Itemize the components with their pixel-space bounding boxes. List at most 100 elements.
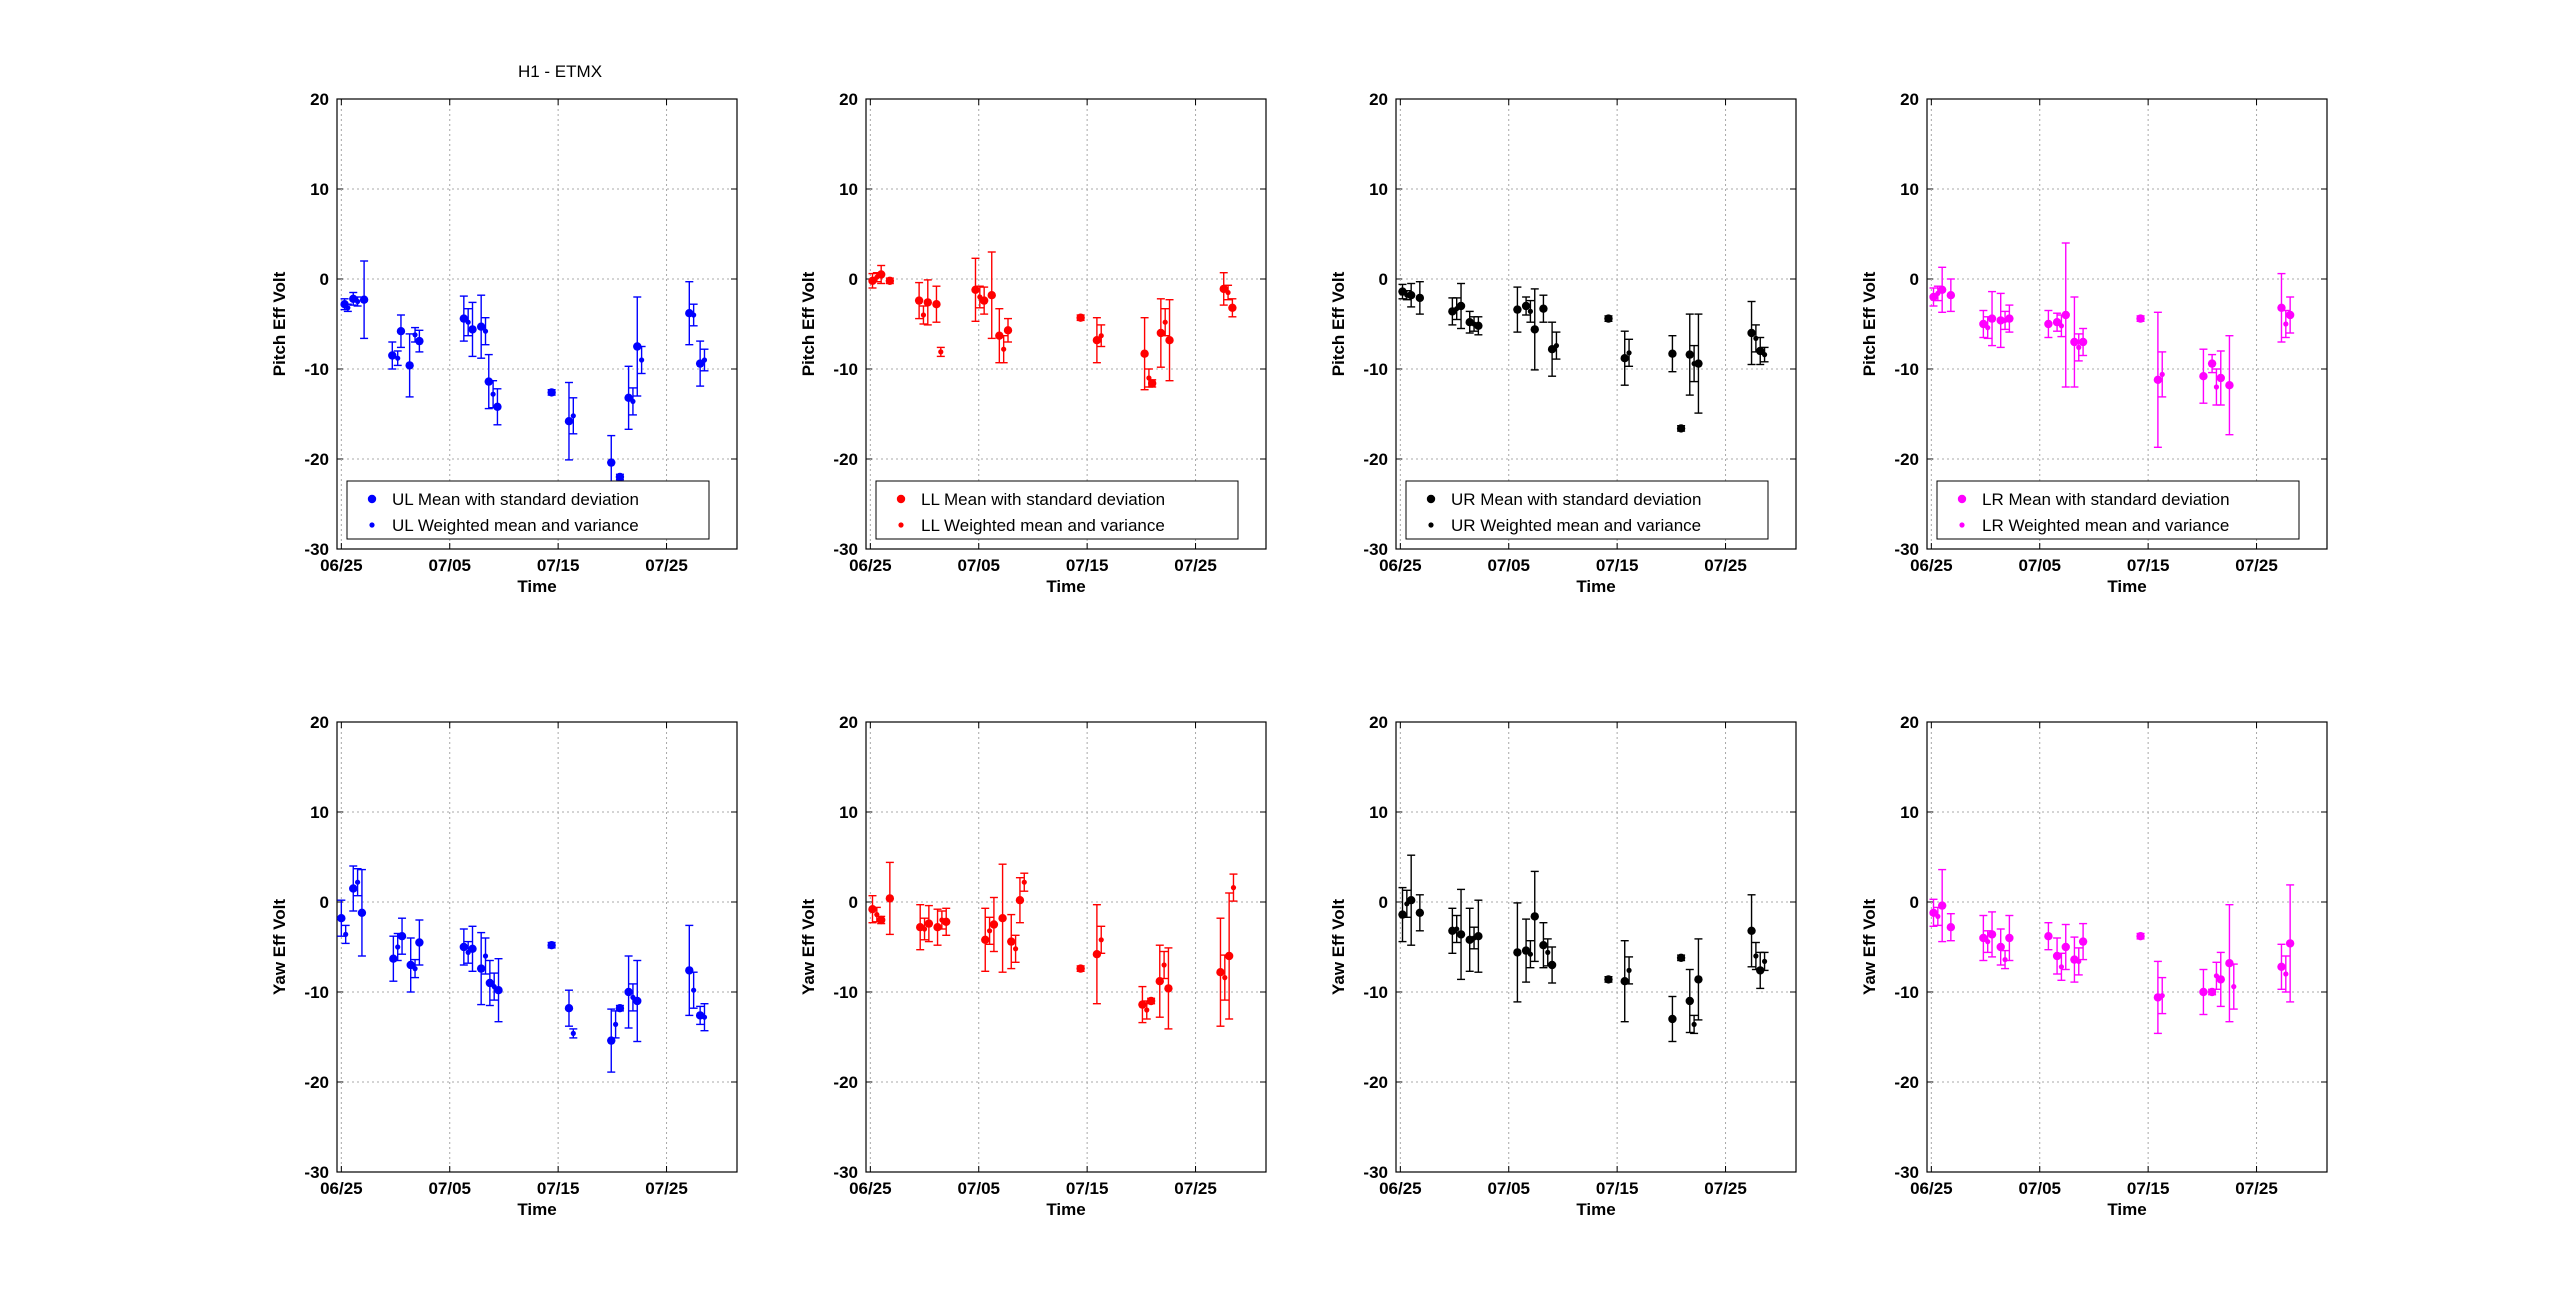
legend-box <box>1405 480 1769 540</box>
series-1 <box>1933 285 2290 406</box>
y-tick-label: -30 <box>1363 1163 1388 1182</box>
y-tick-label: -20 <box>1363 1073 1388 1092</box>
data-point <box>1021 879 1027 885</box>
y-tick-label: 0 <box>849 270 858 289</box>
data-point <box>1987 930 1997 939</box>
data-point <box>1222 975 1228 981</box>
x-tick-label: 07/25 <box>1174 556 1217 575</box>
data-point <box>1694 975 1703 984</box>
data-point <box>2159 993 2165 999</box>
data-point <box>933 923 942 932</box>
subplot-bottom-2: -30 -20 -10 0 10 20 06/25 07/05 07/15 07/25 Time Ya… <box>799 713 1267 1219</box>
x-axis-label: Time <box>517 577 556 596</box>
data-point <box>415 938 424 947</box>
data-point <box>1530 325 1539 334</box>
data-point <box>1454 926 1460 932</box>
data-point <box>1545 949 1551 956</box>
data-point <box>1513 305 1522 314</box>
data-point <box>2199 987 2208 997</box>
data-point <box>874 912 880 918</box>
data-point <box>459 314 469 323</box>
data-point <box>987 291 996 300</box>
y-tick-label: 10 <box>839 803 858 822</box>
y-tick-label: -30 <box>833 1163 858 1182</box>
y-tick-label: 20 <box>839 90 858 109</box>
data-point <box>1092 336 1102 345</box>
data-point <box>1098 333 1104 339</box>
data-point <box>1092 950 1102 959</box>
y-tick-label: -30 <box>1363 540 1388 559</box>
y-tick-label: 0 <box>320 893 329 912</box>
x-tick-label: 07/15 <box>1066 556 1109 575</box>
y-tick-label: -20 <box>304 1073 329 1092</box>
data-point <box>1216 968 1225 977</box>
data-point <box>388 351 397 360</box>
y-axis-label: Yaw Eff Volt <box>1860 899 1879 995</box>
data-point <box>2052 318 2062 327</box>
x-tick-label: 07/05 <box>957 1179 1000 1198</box>
y-tick-label: -10 <box>1894 983 1919 1002</box>
data-point <box>465 949 471 956</box>
data-point <box>1985 325 1991 331</box>
data-point <box>2002 317 2008 323</box>
data-point <box>1937 901 1947 910</box>
data-point <box>2002 957 2008 963</box>
data-point <box>1230 885 1237 891</box>
axes-box <box>1926 98 2328 550</box>
axes-box <box>336 98 738 550</box>
y-tick-label: -10 <box>1894 360 1919 379</box>
x-tick-label: 07/15 <box>1596 556 1639 575</box>
series-0 <box>1398 854 1765 1043</box>
data-point <box>1146 375 1152 381</box>
y-tick-label: -10 <box>1363 983 1388 1002</box>
x-tick-label: 07/15 <box>2127 1179 2170 1198</box>
data-point <box>1985 939 1991 945</box>
data-point <box>1012 946 1019 952</box>
data-point <box>1620 354 1629 363</box>
y-axis-label: Pitch Eff Volt <box>799 271 818 376</box>
series-1 <box>343 296 709 435</box>
subplot-bottom-1: -30 -20 -10 0 10 20 06/25 07/05 07/15 07/25 Time Ya… <box>270 713 738 1219</box>
data-point <box>2076 958 2082 965</box>
legend-marker <box>898 522 904 528</box>
subplot-bottom-4: -30 -20 -10 0 10 20 06/25 07/05 07/15 07/25 Time Ya… <box>1860 713 2328 1219</box>
x-tick-label: 07/25 <box>645 556 688 575</box>
data-point <box>1398 287 1407 296</box>
x-axis-label: Time <box>2107 577 2146 596</box>
data-point <box>2285 939 2295 948</box>
data-point <box>359 295 369 304</box>
data-point <box>921 926 928 932</box>
data-point <box>1747 328 1756 338</box>
data-point <box>1219 284 1228 294</box>
data-point <box>2225 959 2234 968</box>
data-point <box>2199 372 2208 381</box>
data-point <box>1415 908 1425 917</box>
x-tick-label: 07/05 <box>2018 556 2061 575</box>
x-tick-label: 07/05 <box>428 1179 471 1198</box>
data-point <box>490 391 496 397</box>
subplot-top-1: -30 -20 -10 0 10 20 06/25 07/05 07/15 07/25 Time Pi… <box>270 90 738 596</box>
y-axis-label: Yaw Eff Volt <box>799 899 818 995</box>
legend: LL Mean with standard deviation LL Weight… <box>875 480 1239 540</box>
data-point <box>633 996 642 1006</box>
data-point <box>389 954 398 963</box>
data-point <box>1513 948 1522 957</box>
data-point <box>1406 291 1416 300</box>
data-point <box>1691 1021 1697 1027</box>
y-tick-label: 20 <box>1369 90 1388 109</box>
data-point <box>1162 319 1168 325</box>
data-point <box>485 978 495 988</box>
data-point <box>337 914 346 923</box>
data-point <box>1979 319 1988 329</box>
data-point <box>2070 337 2079 347</box>
x-tick-label: 06/25 <box>320 1179 363 1198</box>
data-point <box>995 331 1004 340</box>
data-point <box>482 328 489 334</box>
data-point <box>1406 896 1416 905</box>
data-point <box>1404 901 1410 907</box>
data-point <box>1165 336 1174 345</box>
data-point <box>349 884 358 893</box>
legend: LR Mean with standard deviation LR Weight… <box>1936 480 2300 540</box>
x-tick-label: 07/05 <box>1487 1179 1530 1198</box>
